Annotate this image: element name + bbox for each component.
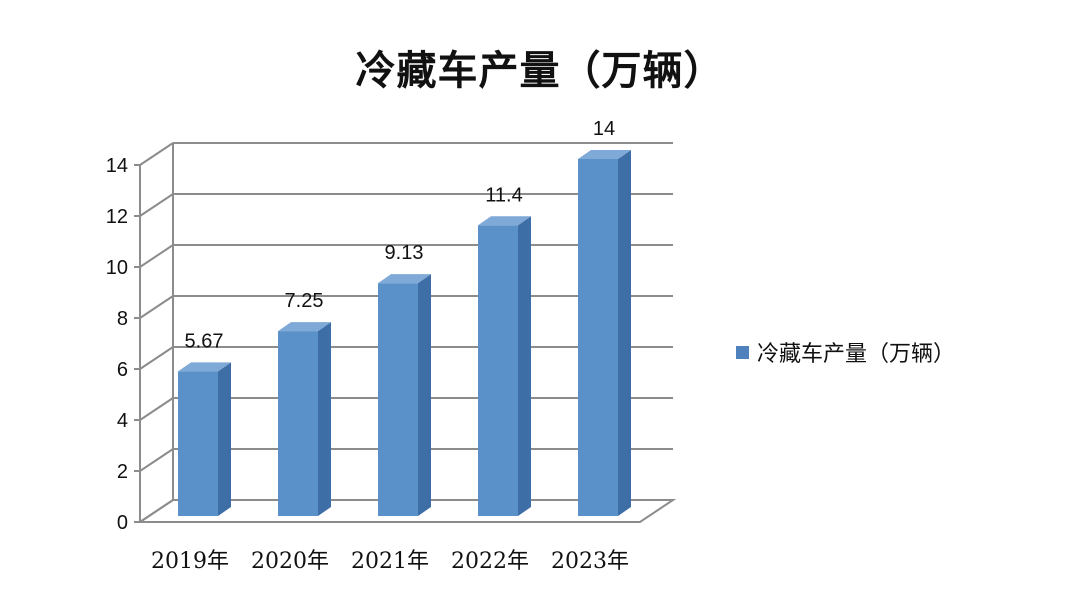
chart-title: 冷藏车产量（万辆） <box>355 47 725 94</box>
bar-front <box>578 159 618 516</box>
y-tick-label: 14 <box>106 155 128 177</box>
y-tick-label: 10 <box>106 257 128 279</box>
bar-2022年 <box>478 216 531 517</box>
data-label: 11.4 <box>485 184 522 206</box>
bar-front <box>478 225 518 517</box>
bar-top <box>578 150 631 159</box>
bar-top <box>478 216 531 226</box>
bar-top <box>278 322 331 332</box>
bar-side <box>518 216 531 517</box>
y-tick-label: 4 <box>117 410 128 432</box>
bar-top <box>378 274 431 284</box>
data-label: 9.13 <box>385 242 424 264</box>
y-tick-label: 0 <box>117 512 128 534</box>
legend-label: 冷藏车产量（万辆） <box>757 342 956 367</box>
grid-diagonal <box>139 448 174 472</box>
grid-diagonal <box>139 244 174 268</box>
x-tick-label: 2022年 <box>451 549 529 574</box>
legend: 冷藏车产量（万辆） <box>736 336 955 368</box>
data-label: 14 <box>593 118 615 140</box>
bar-2020年 <box>278 322 331 516</box>
bar-side <box>218 362 231 516</box>
data-label: 7.25 <box>285 290 324 312</box>
x-tick-label: 2023年 <box>551 549 629 574</box>
x-tick-label: 2021年 <box>351 549 429 574</box>
data-labels: 5.67 7.25 9.13 11.4 14 <box>185 118 616 352</box>
x-tick-label: 2020年 <box>251 549 329 574</box>
bar-2021年 <box>378 274 431 516</box>
bars <box>178 150 631 517</box>
grid-diagonal <box>139 142 174 166</box>
y-tick-label: 6 <box>117 359 128 381</box>
grid-diagonal <box>139 346 174 370</box>
grid-diagonal <box>139 193 174 217</box>
bar-side <box>618 150 631 516</box>
bar-2019年 <box>178 362 231 516</box>
bar-side <box>318 322 331 516</box>
grid-diagonal <box>139 295 174 319</box>
grid-diagonal <box>139 397 174 421</box>
data-label: 5.67 <box>185 330 224 352</box>
y-tick-label: 8 <box>117 308 128 330</box>
bar-front <box>278 331 318 516</box>
y-tick-label: 2 <box>117 461 128 483</box>
bar-top <box>178 362 231 372</box>
bar-side <box>418 274 431 516</box>
x-tick-label: 2019年 <box>151 549 229 574</box>
bar-front <box>178 371 218 516</box>
axes: 0 2 4 6 8 10 12 14 2019年 2020年 2021年 2022年 2023年 <box>106 155 640 574</box>
legend-swatch <box>736 345 749 359</box>
bar-2023年 <box>578 150 631 516</box>
y-tick-label: 12 <box>106 206 128 228</box>
bar-front <box>378 283 418 516</box>
